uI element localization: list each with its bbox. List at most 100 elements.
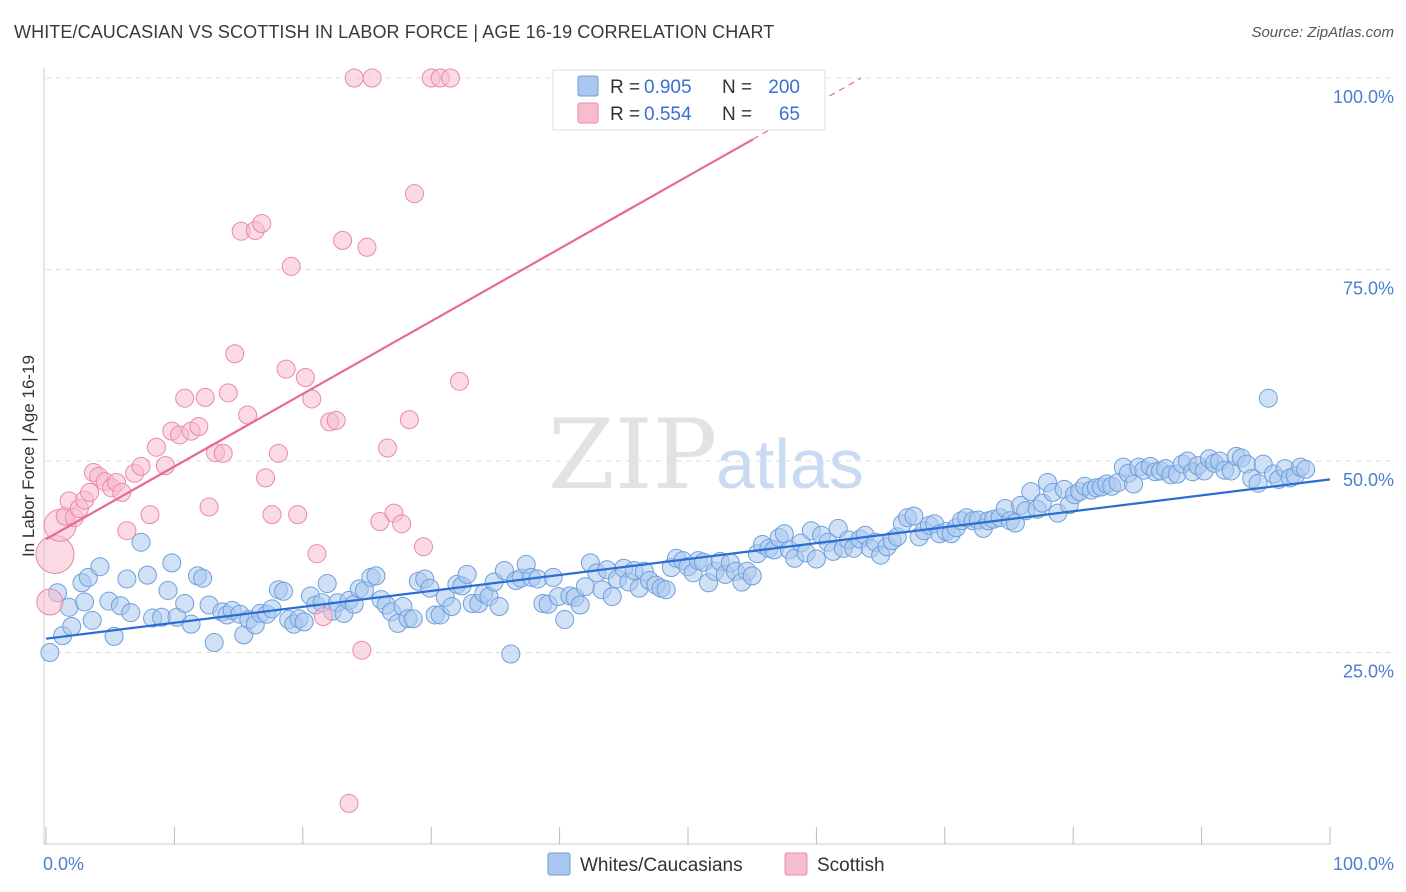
whites-point (489, 597, 509, 617)
whites-point (274, 581, 294, 601)
legend: R = 0.905 N = 200 R = 0.554 N = 65 (552, 69, 826, 131)
whites-point (656, 580, 676, 600)
scottish-point (175, 388, 195, 408)
legend-n-label-1: N = (722, 77, 752, 98)
scottish-point (449, 371, 469, 391)
whites-point (75, 592, 95, 612)
whites-point (602, 587, 622, 607)
whites-point (117, 569, 137, 589)
y-tick-label-1: 50.0% (1343, 470, 1394, 490)
whites-point (1021, 482, 1041, 502)
scottish-point (268, 443, 288, 463)
whites-point (121, 603, 141, 623)
scottish-point (405, 184, 425, 204)
bottom-legend-scottish: Scottish (817, 855, 885, 876)
scottish-point (225, 344, 245, 364)
legend-r-label-2: R = (610, 104, 640, 125)
whites-point (403, 609, 423, 629)
y-axis-title: In Labor Force | Age 16-19 (19, 355, 38, 557)
scottish-point (117, 521, 137, 541)
scottish-point (288, 505, 308, 525)
scottish-point (413, 537, 433, 557)
whites-point (1258, 388, 1278, 408)
scottish-point (189, 417, 209, 437)
legend-swatch-blue (577, 75, 599, 97)
scottish-point (326, 410, 346, 430)
whites-point (742, 566, 762, 586)
scottish-point (195, 387, 215, 407)
whites-point (137, 565, 157, 585)
y-tick-label-2: 75.0% (1343, 279, 1394, 299)
whites-point (570, 595, 590, 615)
whites-point (90, 557, 110, 577)
source-label: Source: ZipAtlas.com (1251, 24, 1394, 41)
y-tick-label-0: 25.0% (1343, 662, 1394, 682)
legend-r-label-1: R = (610, 77, 640, 98)
x-tick-label-max: 100.0% (1333, 854, 1394, 874)
whites-trend-line (45, 478, 1331, 640)
legend-n-value-2: 65 (779, 104, 800, 125)
legend-swatch-pink (577, 102, 599, 124)
trend-lines (45, 77, 1331, 640)
scottish-point (36, 588, 64, 616)
scottish-point (392, 514, 412, 534)
whites-point (175, 593, 195, 613)
legend-r-value-2: 0.554 (644, 104, 692, 125)
whites-point (774, 524, 794, 544)
whites-point (1296, 459, 1316, 479)
scottish-point (213, 443, 233, 463)
whites-point (294, 612, 314, 632)
scottish-trend-line-extension (752, 77, 862, 140)
scottish-point (35, 534, 75, 574)
axes (43, 68, 1331, 845)
whites-point (555, 610, 575, 630)
scottish-point (140, 505, 160, 525)
whites-point (457, 564, 477, 584)
whites-point (181, 614, 201, 634)
scottish-point (344, 68, 364, 88)
whites-point (131, 532, 151, 552)
scottish-point (80, 482, 100, 502)
scottish-point (262, 505, 282, 525)
scottish-point (276, 359, 296, 379)
scottish-point (307, 544, 327, 564)
whites-point (193, 568, 213, 588)
whites-point (806, 549, 826, 569)
scottish-point (362, 68, 382, 88)
series-whites-points (40, 388, 1316, 664)
scottish-point (378, 438, 398, 458)
whites-point (317, 574, 337, 594)
scottish-trend-line (45, 138, 754, 541)
whites-point (162, 553, 182, 573)
scottish-point (352, 640, 372, 660)
bottom-legend-whites: Whites/Caucasians (580, 855, 743, 876)
scottish-point (339, 793, 359, 813)
chart-title: WHITE/CAUCASIAN VS SCOTTISH IN LABOR FOR… (14, 22, 775, 42)
x-tick-label-min: 0.0% (43, 854, 84, 874)
whites-point (366, 566, 386, 586)
scottish-point (440, 68, 460, 88)
bottom-legend: Whites/Caucasians Scottish (547, 852, 885, 876)
whites-point (62, 616, 82, 636)
scottish-point (146, 437, 166, 457)
legend-r-value-1: 0.905 (644, 77, 692, 98)
scottish-point (399, 410, 419, 430)
whites-point (501, 644, 521, 664)
scottish-point (256, 468, 276, 488)
scottish-point (281, 256, 301, 276)
y-tick-label-3: 100.0% (1333, 87, 1394, 107)
scottish-point (357, 237, 377, 257)
whites-point (420, 578, 440, 598)
scottish-point (218, 383, 238, 403)
scottish-point (370, 512, 390, 532)
bottom-legend-swatch-blue (547, 852, 571, 876)
series-scottish-points (35, 68, 469, 813)
scottish-point (313, 606, 333, 626)
scottish-point (295, 368, 315, 388)
whites-point (204, 633, 224, 653)
legend-n-value-1: 200 (768, 77, 800, 98)
scottish-point (333, 230, 353, 250)
scottish-point (199, 497, 219, 517)
whites-point (904, 506, 924, 526)
